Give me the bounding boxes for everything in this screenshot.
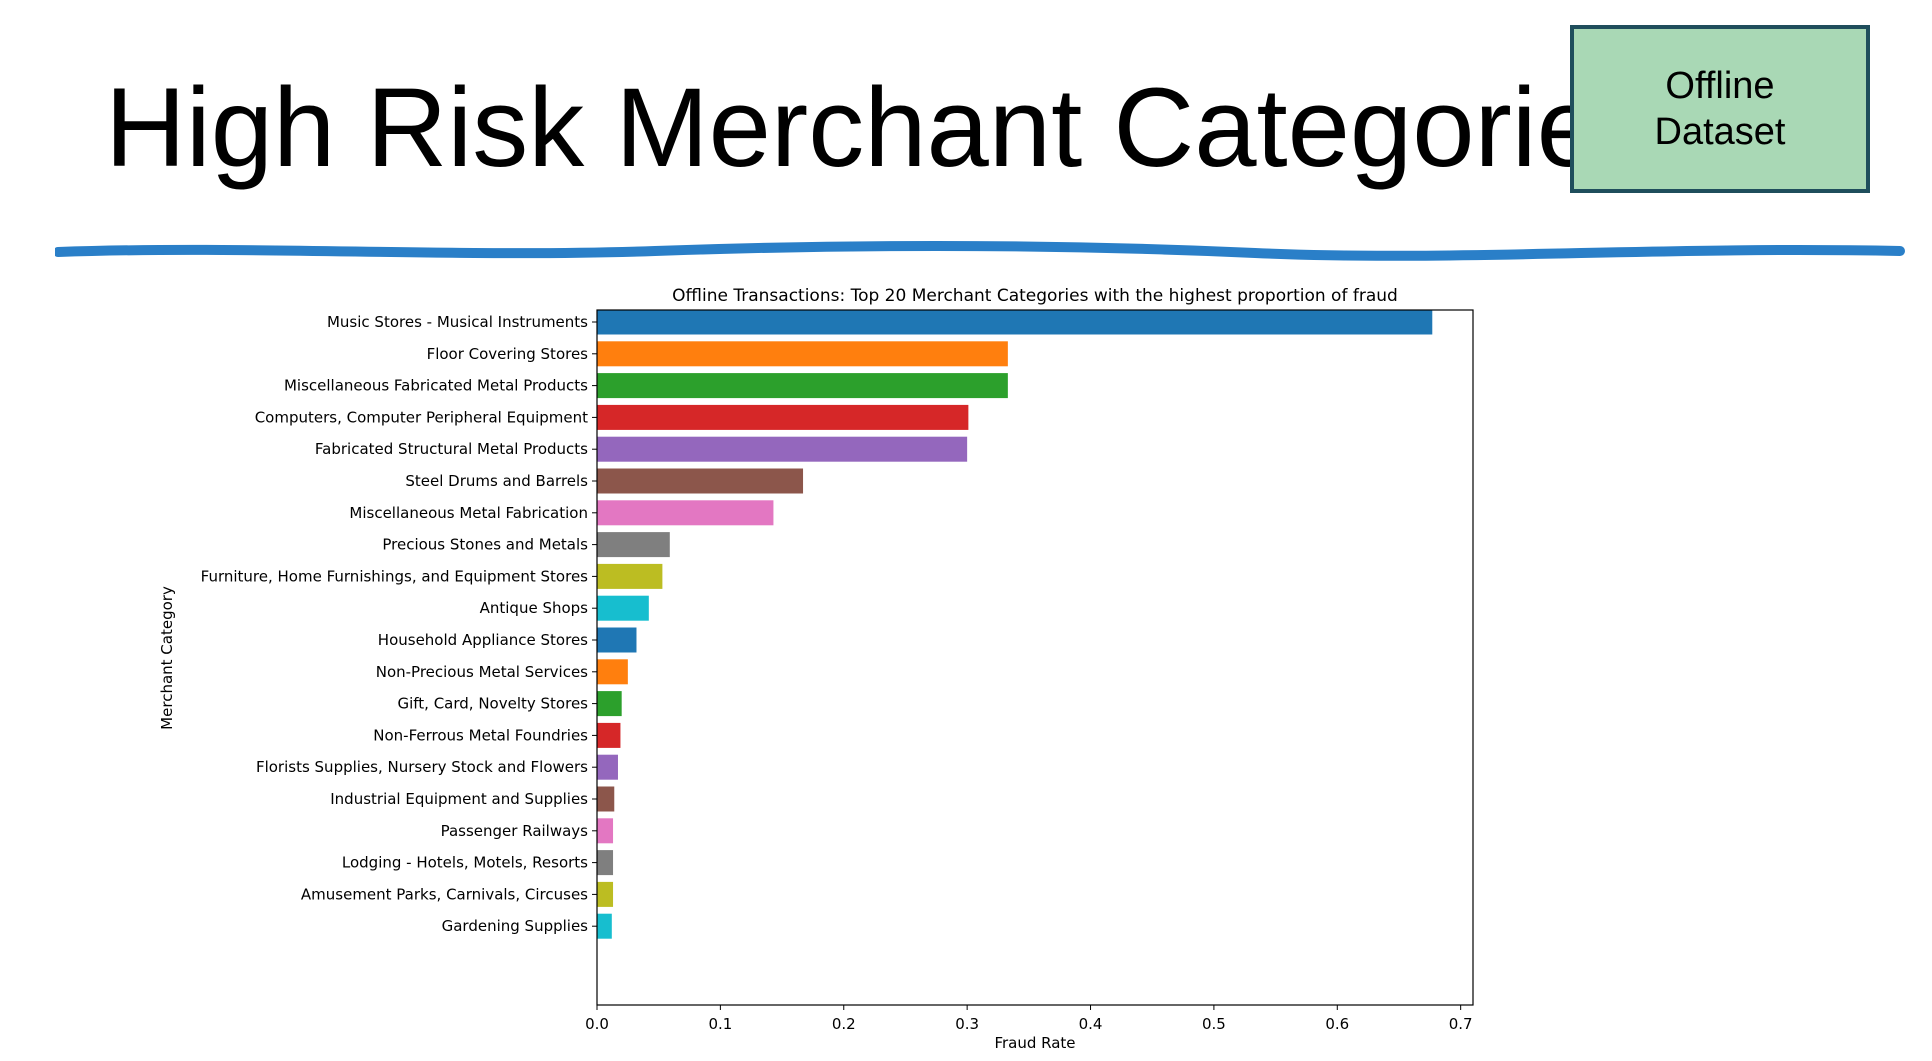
x-tick-label-7: 0.7 [1449, 1015, 1473, 1033]
bar-4 [597, 436, 968, 462]
bar-7 [597, 532, 670, 558]
x-tick-label-3: 0.3 [955, 1015, 979, 1033]
title-divider [55, 240, 1905, 261]
y-tick-label-5: Steel Drums and Barrels [405, 472, 588, 490]
page-title: High Risk Merchant Categories [105, 65, 1655, 190]
bar-11 [597, 659, 628, 685]
y-tick-label-7: Precious Stones and Metals [382, 536, 588, 554]
bar-12 [597, 691, 622, 717]
x-tick-label-6: 0.6 [1325, 1015, 1349, 1033]
y-axis-label: Merchant Category [158, 586, 176, 730]
bar-8 [597, 563, 663, 589]
y-tick-label-9: Antique Shops [480, 599, 589, 617]
y-tick-label-0: Music Stores - Musical Instruments [327, 313, 588, 331]
y-tick-label-14: Florists Supplies, Nursery Stock and Flo… [256, 758, 588, 776]
bar-14 [597, 754, 618, 780]
bar-5 [597, 468, 804, 494]
bar-17 [597, 850, 614, 876]
y-tick-label-8: Furniture, Home Furnishings, and Equipme… [201, 567, 589, 585]
badge-line-1: Offline [1665, 65, 1775, 107]
x-tick-label-5: 0.5 [1202, 1015, 1226, 1033]
y-tick-label-13: Non-Ferrous Metal Foundries [373, 726, 588, 744]
y-tick-label-18: Amusement Parks, Carnivals, Circuses [301, 885, 588, 903]
x-tick-label-0: 0.0 [585, 1015, 609, 1033]
y-tick-label-3: Computers, Computer Peripheral Equipment [255, 408, 588, 426]
bar-13 [597, 722, 621, 748]
x-axis-label: Fraud Rate [994, 1034, 1075, 1052]
y-tick-label-12: Gift, Card, Novelty Stores [397, 695, 588, 713]
y-tick-label-11: Non-Precious Metal Services [376, 663, 588, 681]
bar-3 [597, 404, 969, 430]
y-tick-label-1: Floor Covering Stores [427, 345, 589, 363]
bar-1 [597, 341, 1008, 367]
y-tick-label-19: Gardening Supplies [442, 917, 589, 935]
bar-2 [597, 373, 1008, 399]
y-tick-label-4: Fabricated Structural Metal Products [315, 440, 588, 458]
plot-area [596, 309, 1474, 1006]
y-tick-label-16: Passenger Railways [441, 822, 589, 840]
bar-10 [597, 627, 637, 653]
chart-title: Offline Transactions: Top 20 Merchant Ca… [672, 286, 1398, 306]
y-tick-label-2: Miscellaneous Fabricated Metal Products [284, 377, 588, 395]
bar-18 [597, 881, 614, 907]
x-tick-label-1: 0.1 [708, 1015, 732, 1033]
x-tick-label-2: 0.2 [832, 1015, 856, 1033]
bar-9 [597, 595, 649, 621]
x-tick-label-4: 0.4 [1079, 1015, 1103, 1033]
bar-6 [597, 500, 774, 526]
bar-0 [597, 309, 1433, 335]
bar-15 [597, 786, 615, 812]
fraud-rate-bar-chart: Offline Transactions: Top 20 Merchant Ca… [158, 286, 1474, 1052]
y-tick-label-15: Industrial Equipment and Supplies [330, 790, 588, 808]
y-tick-label-6: Miscellaneous Metal Fabrication [349, 504, 588, 522]
badge-line-2: Dataset [1654, 111, 1786, 153]
bar-19 [597, 913, 612, 939]
dataset-badge: Offline Dataset [1570, 25, 1870, 193]
y-tick-label-17: Lodging - Hotels, Motels, Resorts [342, 854, 588, 872]
y-tick-label-10: Household Appliance Stores [378, 631, 588, 649]
bar-16 [597, 818, 614, 844]
